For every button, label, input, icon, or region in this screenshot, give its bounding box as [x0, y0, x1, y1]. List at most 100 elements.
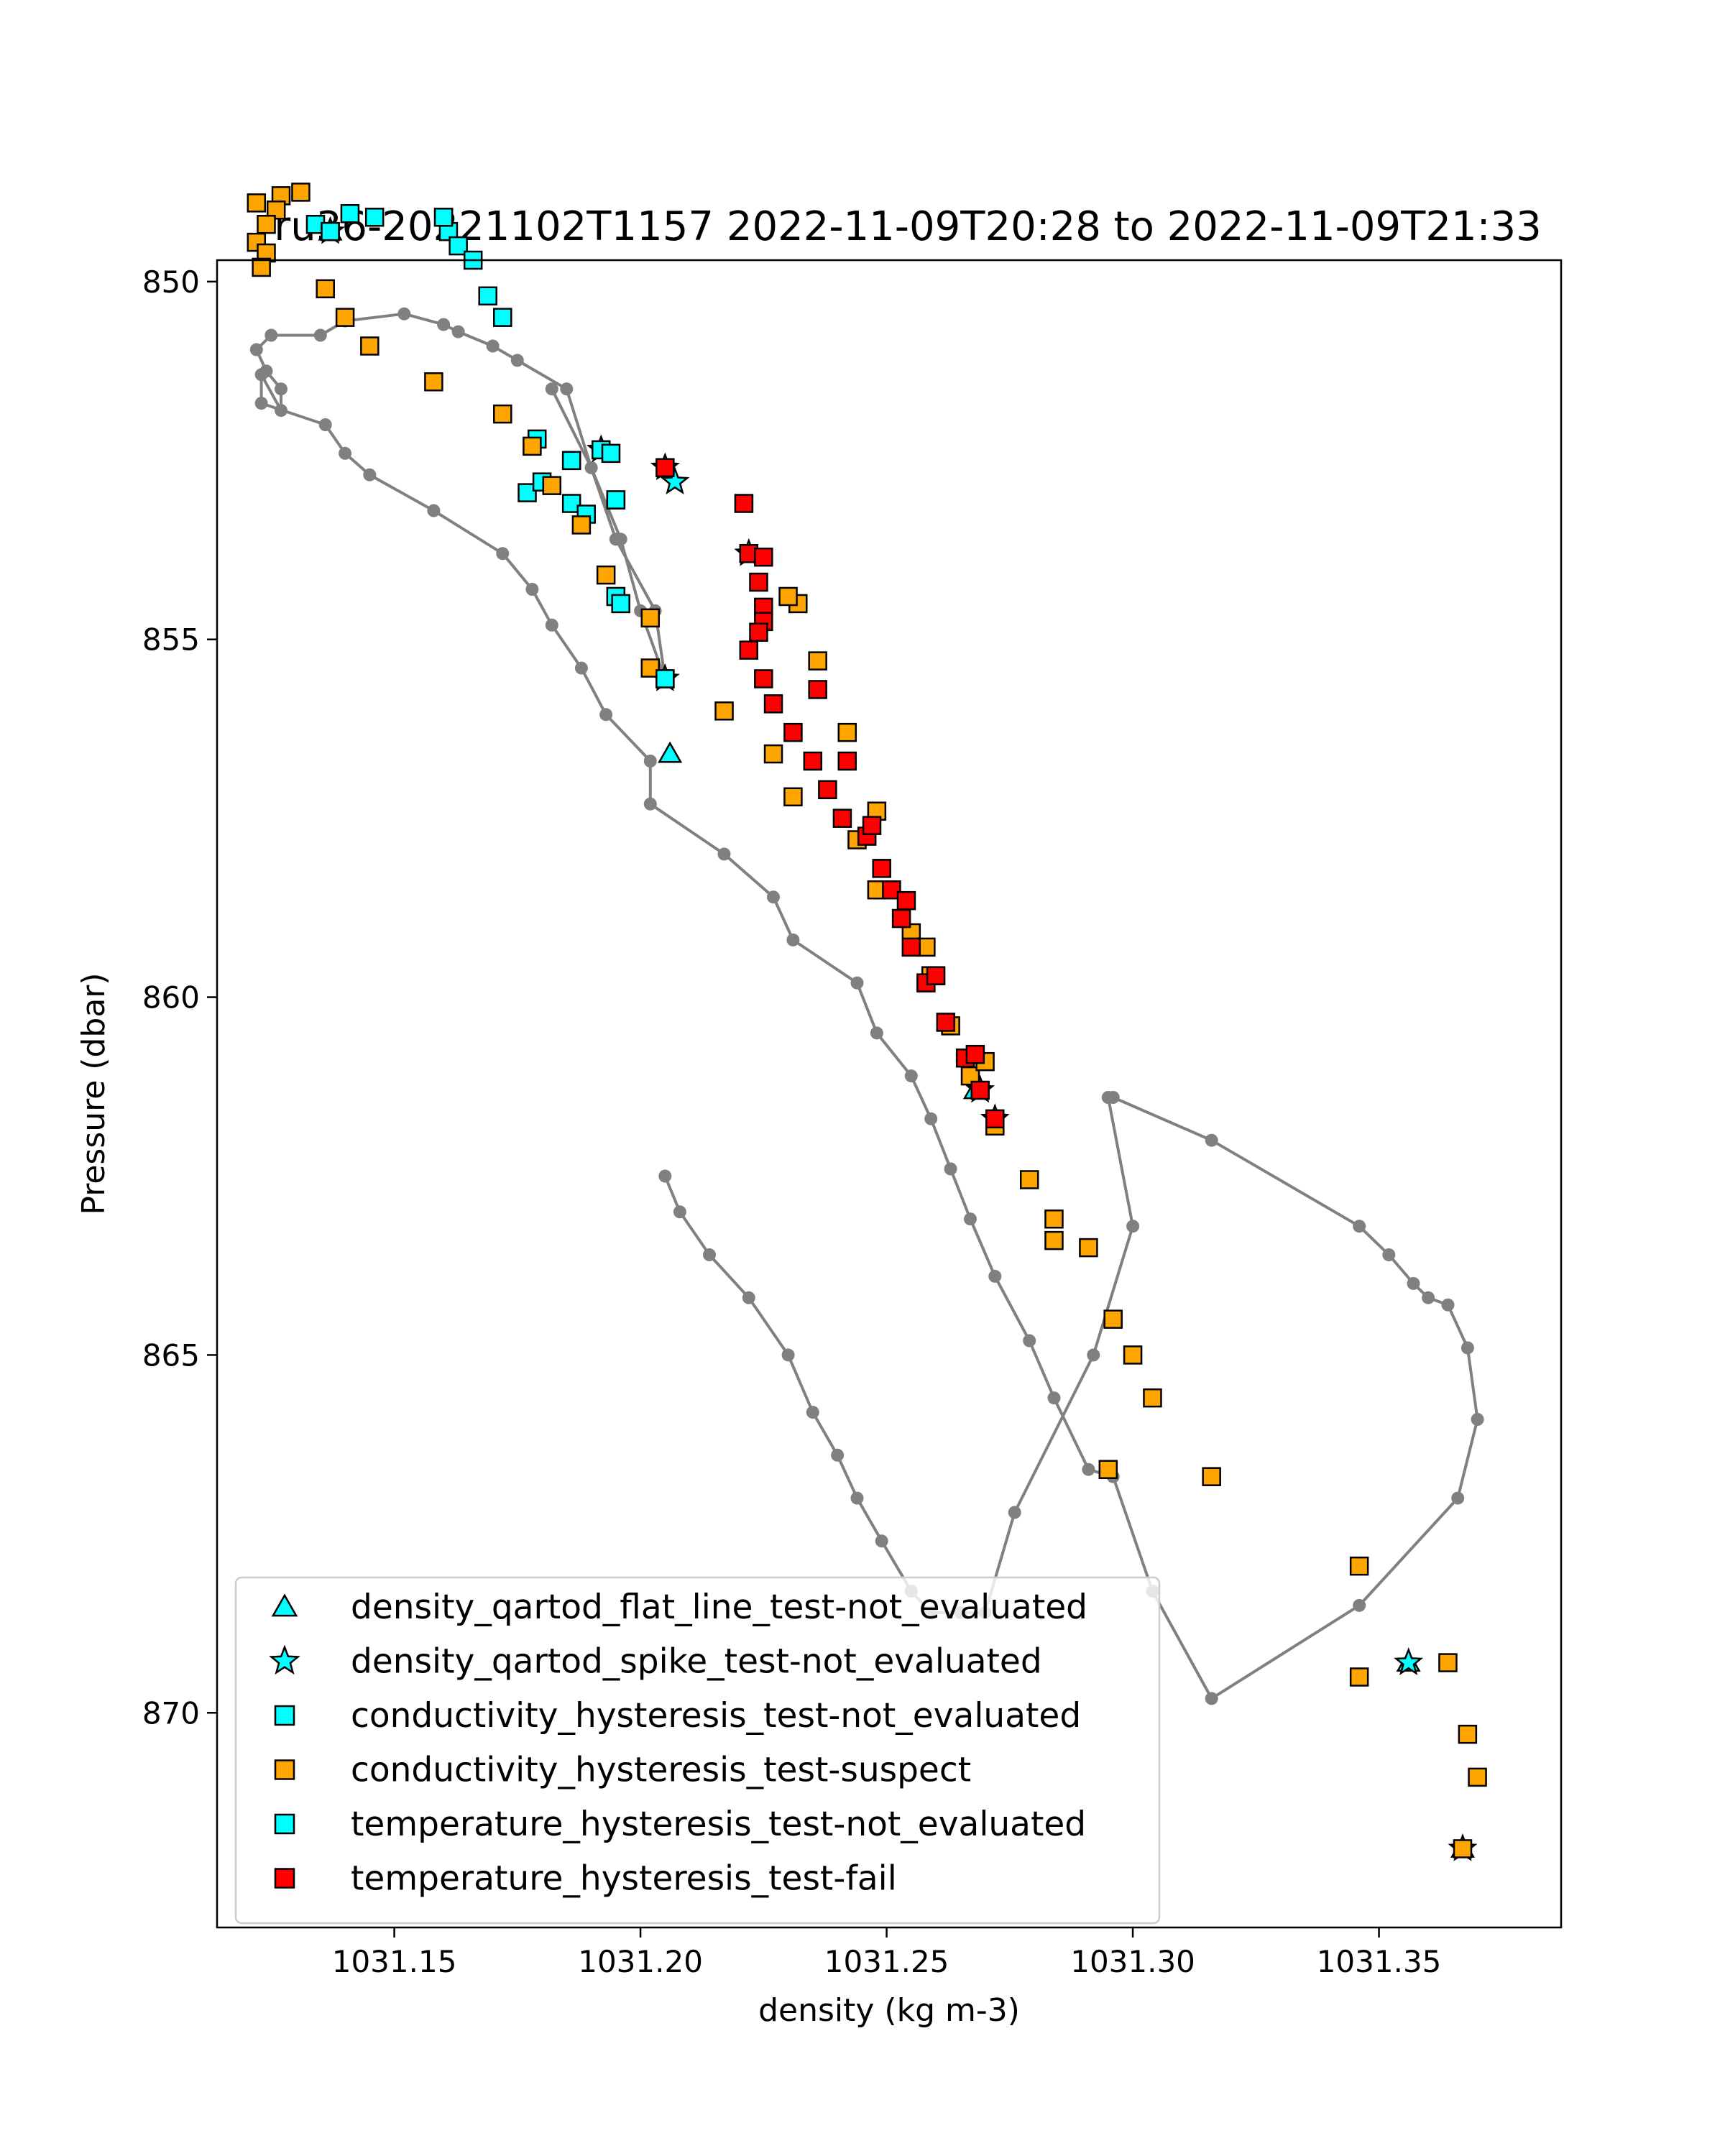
- profile-point: [363, 468, 377, 482]
- flag-marker-triangle: [658, 741, 683, 763]
- x-axis: 1031.15 1031.20 1031.25 1031.30 1031.35: [332, 1927, 1442, 1979]
- profile-point: [397, 307, 411, 321]
- profile-point: [781, 1348, 795, 1362]
- profile-point: [742, 1291, 755, 1304]
- x-tick-label: 1031.25: [824, 1944, 949, 1979]
- profile-point: [545, 618, 558, 632]
- flag-marker-square: [837, 722, 857, 742]
- profile-point: [451, 325, 465, 338]
- profile-point: [275, 382, 288, 396]
- x-tick-label: 1031.20: [578, 1944, 703, 1979]
- flag-marker-square: [783, 787, 803, 807]
- flag-marker-square: [872, 859, 891, 878]
- flag-marker-square: [1458, 1724, 1478, 1744]
- flag-marker-square: [493, 308, 512, 327]
- flag-marker-square: [523, 436, 542, 456]
- profile-point: [1460, 1341, 1474, 1355]
- flag-marker-square: [763, 744, 783, 764]
- profile-point: [254, 397, 268, 410]
- profile-point: [437, 318, 451, 331]
- flag-marker-square: [1202, 1467, 1221, 1486]
- profile-point: [1353, 1220, 1366, 1233]
- profile-point: [717, 847, 731, 861]
- flag-marker-square: [1123, 1345, 1143, 1365]
- flag-marker-square: [862, 816, 882, 835]
- profile-point: [486, 339, 500, 353]
- flag-marker-square: [448, 236, 468, 256]
- plot-frame: [216, 259, 1563, 1929]
- flag-marker-square: [714, 701, 734, 721]
- flag-marker-square: [1098, 1460, 1118, 1479]
- profile-point: [875, 1534, 888, 1548]
- profile-point: [964, 1212, 977, 1226]
- legend-marker-square: [274, 1813, 295, 1835]
- profile-point: [643, 755, 657, 768]
- x-axis-label: density (kg m-3): [758, 1992, 1020, 2029]
- flag-marker-square: [896, 890, 916, 911]
- flag-marker-square: [754, 669, 773, 688]
- legend-box: [234, 1576, 1161, 1925]
- profile-point: [988, 1269, 1002, 1283]
- plot-markers: [247, 183, 1487, 1861]
- profile-point: [643, 797, 657, 811]
- y-axis: 850 855 860 865 870: [142, 264, 217, 1731]
- profile-point: [786, 933, 800, 946]
- flag-marker-square: [335, 308, 355, 327]
- profile-point: [313, 328, 327, 342]
- flag-marker-square: [739, 640, 759, 660]
- profile-point: [264, 328, 278, 342]
- profile-point: [1353, 1598, 1366, 1612]
- profile-point: [525, 583, 539, 596]
- flag-marker-square: [749, 572, 768, 592]
- profile-point: [1422, 1291, 1435, 1304]
- legend-entry-label: conductivity_hysteresis_test-suspect: [351, 1751, 971, 1790]
- flag-marker-square: [808, 651, 827, 671]
- flag-marker-square: [364, 208, 385, 227]
- flag-marker-square: [542, 476, 562, 495]
- x-tick-label: 1031.35: [1317, 1944, 1442, 1979]
- profile-point: [1205, 1692, 1218, 1705]
- legend-marker-square: [274, 1759, 295, 1780]
- profile-point: [870, 1026, 883, 1040]
- profile-point: [560, 382, 574, 396]
- profile-point: [944, 1162, 957, 1176]
- y-tick-label: 865: [142, 1337, 200, 1373]
- profile-point: [1205, 1133, 1218, 1147]
- y-tick-label: 870: [142, 1695, 200, 1731]
- flag-marker-square: [749, 622, 768, 642]
- flag-marker-square: [763, 694, 783, 714]
- profile-point: [339, 446, 352, 460]
- profile-point: [609, 533, 622, 546]
- flag-marker-square: [640, 608, 661, 628]
- profile-point: [1471, 1413, 1484, 1426]
- x-tick-label: 1031.30: [1070, 1944, 1195, 1979]
- y-tick-label: 855: [142, 622, 200, 658]
- flag-marker-square: [340, 204, 360, 224]
- legend-marker-triangle: [271, 1593, 298, 1617]
- flag-marker-square: [291, 183, 310, 202]
- flag-marker-square: [1044, 1209, 1064, 1229]
- profile-point: [1087, 1348, 1100, 1362]
- flag-marker-square: [1079, 1238, 1098, 1258]
- profile-point: [275, 404, 288, 418]
- flag-marker-square: [1103, 1309, 1123, 1329]
- profile-point: [1047, 1391, 1061, 1405]
- y-axis-label: Pressure (dbar): [75, 972, 112, 1215]
- flag-marker-square: [478, 286, 497, 306]
- legend-entry-label: temperature_hysteresis_test-not_evaluate…: [351, 1805, 1086, 1844]
- profile-point: [427, 504, 441, 517]
- flag-marker-square: [601, 443, 621, 464]
- flag-marker-square: [360, 336, 380, 356]
- flag-marker-square: [433, 208, 454, 227]
- legend-entry-label: temperature_hysteresis_test-fail: [351, 1859, 897, 1899]
- profile-point: [658, 1169, 672, 1183]
- profile-point: [806, 1406, 819, 1419]
- flag-marker-square: [640, 658, 661, 678]
- profile-point: [703, 1248, 716, 1261]
- flag-marker-square: [606, 490, 626, 510]
- x-tick-label: 1031.15: [332, 1944, 457, 1979]
- flag-marker-square: [965, 1044, 985, 1064]
- flag-marker-square: [493, 404, 512, 424]
- profile-point: [318, 418, 332, 431]
